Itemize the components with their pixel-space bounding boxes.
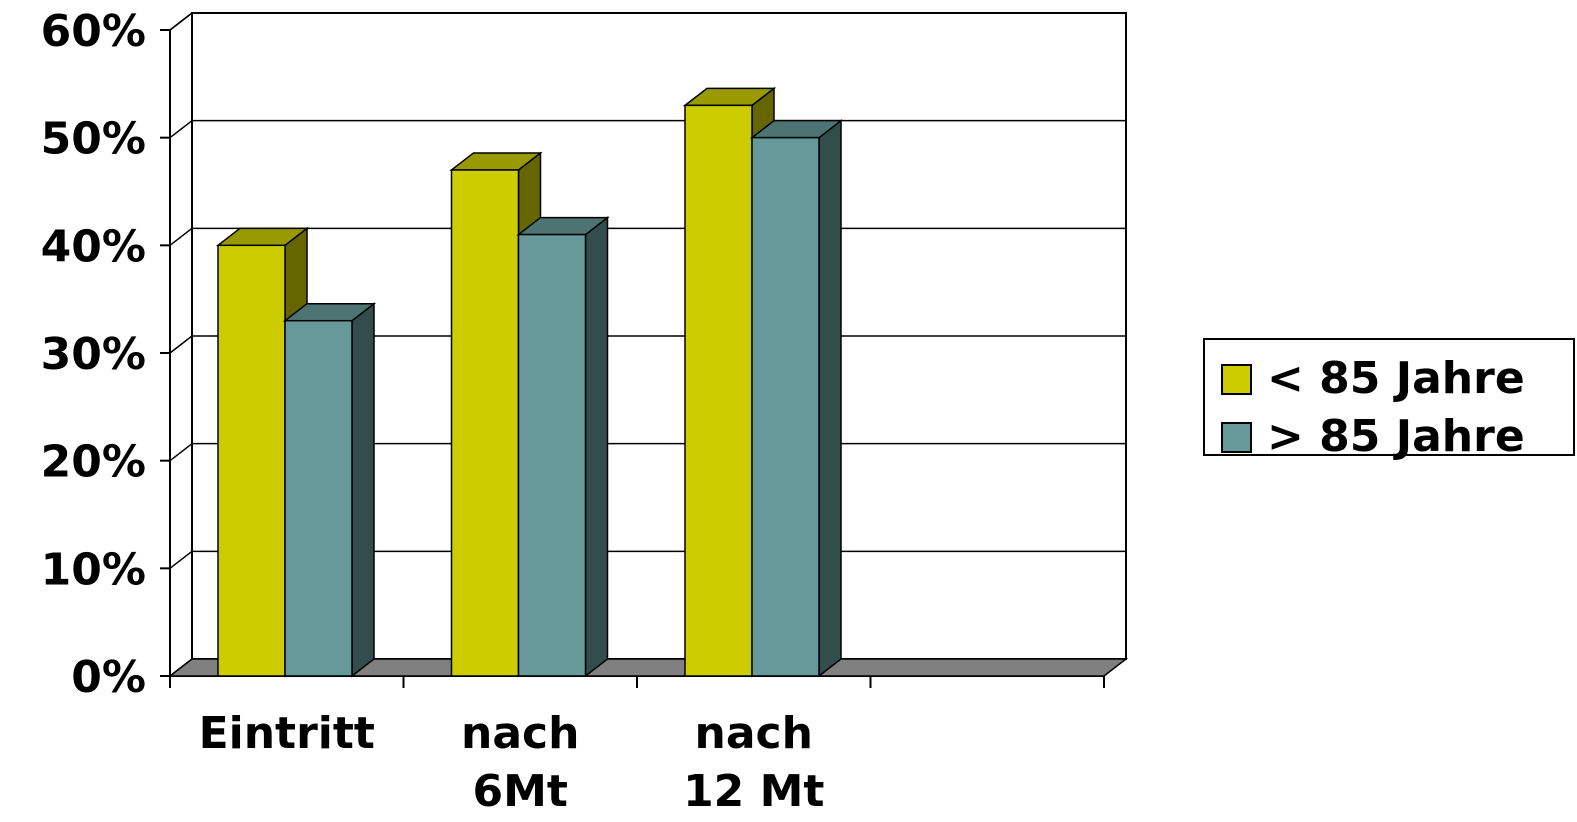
legend-swatch xyxy=(1221,364,1252,395)
side-grid-diagonal xyxy=(169,335,193,354)
bar-front xyxy=(450,169,520,677)
bar-front xyxy=(751,136,820,677)
legend-box xyxy=(1203,338,1575,456)
side-wall-top xyxy=(169,12,193,31)
x-tick-label: nach xyxy=(695,708,813,759)
bar-side xyxy=(351,302,375,678)
side-grid-diagonal xyxy=(169,550,193,569)
y-tick-label: 20% xyxy=(41,437,146,488)
y-tick-label: 40% xyxy=(41,221,146,272)
bar-front xyxy=(517,233,587,677)
x-tick-labels: Eintritt nach 6Mt nach 12 Mt xyxy=(199,708,825,817)
bar-side xyxy=(584,216,609,678)
y-tick-label: 50% xyxy=(41,114,146,165)
y-tick-label: 10% xyxy=(41,544,146,595)
bar xyxy=(516,216,610,678)
y-tick-label: 0% xyxy=(71,652,146,703)
bar-front xyxy=(684,104,753,677)
bar xyxy=(282,302,377,678)
legend: < 85 Jahre > 85 Jahre xyxy=(1203,338,1575,462)
side-grid-diagonal xyxy=(169,120,193,139)
y-tick-label: 60% xyxy=(41,6,146,57)
legend-label: > 85 Jahre xyxy=(1267,411,1525,462)
bar-side xyxy=(818,119,842,678)
x-tick-label: Eintritt xyxy=(199,708,375,759)
legend-swatch xyxy=(1221,422,1252,453)
y-tick-label: 30% xyxy=(41,329,146,380)
legend-label: < 85 Jahre xyxy=(1267,353,1525,404)
bar xyxy=(749,119,844,678)
x-tick-label: nach xyxy=(461,708,579,759)
bar-front xyxy=(217,244,286,677)
bar-front xyxy=(284,319,353,677)
x-tick-label: 6Mt xyxy=(473,766,568,817)
y-tick-labels: 0% 10% 20% 30% 40% 50% 60% xyxy=(41,6,146,703)
x-tick-label: 12 Mt xyxy=(683,766,824,817)
bars xyxy=(215,86,844,678)
side-grid-diagonal xyxy=(169,227,193,246)
side-grid-diagonal xyxy=(169,443,193,462)
